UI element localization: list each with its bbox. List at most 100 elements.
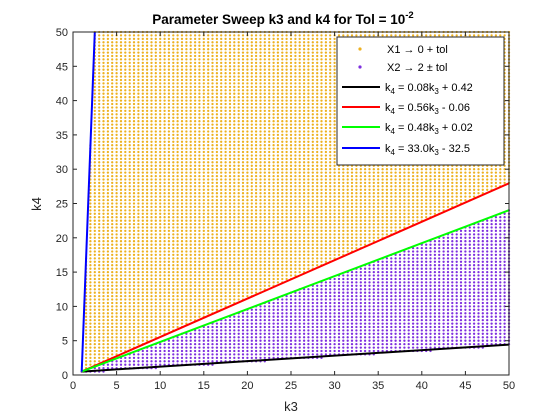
- orange-point-4928: [350, 192, 354, 195]
- orange-point-1784: [172, 294, 175, 298]
- orange-point-1548: [159, 195, 162, 198]
- orange-point-305: [102, 322, 105, 325]
- orange-point-4783: [342, 243, 345, 246]
- orange-point-2174: [189, 140, 192, 143]
- orange-point-459: [106, 123, 110, 126]
- orange-point-1657: [163, 126, 166, 130]
- orange-point-1916: [176, 140, 179, 143]
- orange-point-1356: [150, 240, 153, 243]
- orange-point-3794: [276, 44, 280, 47]
- orange-point-1777: [172, 318, 175, 322]
- orange-point-4079: [294, 68, 297, 71]
- orange-point-1248: [145, 298, 149, 301]
- orange-point-3868: [281, 44, 284, 47]
- orange-point-2481: [207, 240, 210, 243]
- orange-point-1779: [172, 312, 175, 315]
- orange-point-3260: [246, 51, 249, 54]
- orange-point-2162: [189, 181, 192, 185]
- orange-point-2039: [185, 312, 188, 315]
- orange-point-3672: [272, 209, 275, 212]
- orange-point-4425: [316, 85, 319, 89]
- orange-point-1068: [137, 288, 140, 291]
- orange-point-740: [119, 137, 123, 140]
- orange-point-4446: [320, 250, 323, 253]
- orange-point-802: [124, 246, 127, 250]
- orange-point-1021: [132, 133, 136, 137]
- orange-point-1374: [150, 178, 153, 181]
- orange-point-3594: [268, 219, 271, 222]
- orange-point-1207: [141, 126, 144, 130]
- orange-point-4632: [329, 78, 332, 82]
- orange-point-4033: [294, 226, 297, 229]
- orange-point-4574: [324, 44, 328, 47]
- orange-point-139: [93, 226, 96, 229]
- orange-point-400: [106, 325, 110, 329]
- orange-point-2999: [233, 137, 236, 140]
- orange-point-2235: [193, 222, 197, 226]
- orange-point-2631: [215, 291, 219, 294]
- orange-point-1845: [172, 85, 175, 89]
- orange-point-1023: [132, 126, 136, 130]
- orange-point-3959: [289, 233, 293, 236]
- orange-point-1899: [176, 198, 179, 202]
- orange-point-4974: [350, 34, 354, 37]
- orange-point-1645: [163, 168, 166, 171]
- orange-point-2393: [202, 257, 205, 260]
- orange-point-810: [124, 219, 127, 222]
- orange-point-1308: [145, 92, 149, 95]
- orange-point-629: [115, 195, 118, 198]
- orange-point-4800: [342, 185, 345, 188]
- orange-point-4364: [311, 58, 314, 61]
- orange-point-3112: [241, 291, 245, 294]
- orange-point-4926: [350, 198, 354, 202]
- orange-point-1498: [154, 61, 157, 65]
- orange-point-607: [115, 270, 118, 274]
- orange-point-3134: [241, 216, 245, 219]
- orange-point-3268: [250, 291, 253, 294]
- orange-point-1404: [150, 75, 153, 78]
- orange-point-4604: [329, 174, 332, 178]
- orange-point-2448: [202, 68, 205, 71]
- orange-point-1816: [172, 185, 175, 188]
- orange-point-1917: [176, 137, 179, 140]
- orange-point-2589: [211, 154, 214, 157]
- orange-point-2233: [193, 229, 197, 233]
- orange-point-2176: [189, 133, 192, 137]
- orange-point-1638: [163, 192, 166, 195]
- orange-point-4464: [320, 188, 323, 191]
- orange-point-2450: [202, 61, 205, 65]
- orange-point-836: [124, 130, 127, 133]
- orange-point-4060: [294, 133, 297, 137]
- orange-point-1165: [141, 270, 144, 274]
- orange-point-4417: [316, 113, 319, 116]
- orange-point-736: [119, 150, 123, 154]
- orange-point-71: [89, 236, 92, 239]
- orange-point-2403: [202, 222, 205, 226]
- orange-point-891: [128, 260, 131, 263]
- orange-point-1140: [137, 41, 140, 44]
- orange-point-1231: [141, 44, 144, 47]
- orange-point-4422: [316, 96, 319, 99]
- orange-point-221: [98, 277, 101, 281]
- orange-point-1287: [145, 164, 149, 167]
- orange-point-295: [102, 356, 105, 360]
- orange-point-1251: [145, 288, 149, 291]
- orange-point-3603: [268, 188, 271, 191]
- orange-point-675: [115, 37, 118, 41]
- orange-point-2466: [207, 291, 210, 294]
- orange-point-2830: [224, 168, 227, 171]
- orange-point-2522: [207, 99, 210, 102]
- orange-point-2506: [207, 154, 210, 157]
- orange-point-651: [115, 120, 118, 123]
- orange-point-1716: [167, 226, 171, 229]
- orange-point-3286: [250, 229, 253, 233]
- orange-point-2433: [202, 120, 205, 123]
- orange-point-4340: [311, 140, 314, 143]
- orange-point-4532: [324, 188, 328, 191]
- orange-point-1114: [137, 130, 140, 133]
- orange-point-591: [115, 325, 118, 329]
- orange-point-1492: [154, 82, 157, 85]
- orange-point-4428: [316, 75, 319, 78]
- orange-point-2252: [193, 164, 197, 167]
- orange-point-3828: [281, 181, 284, 185]
